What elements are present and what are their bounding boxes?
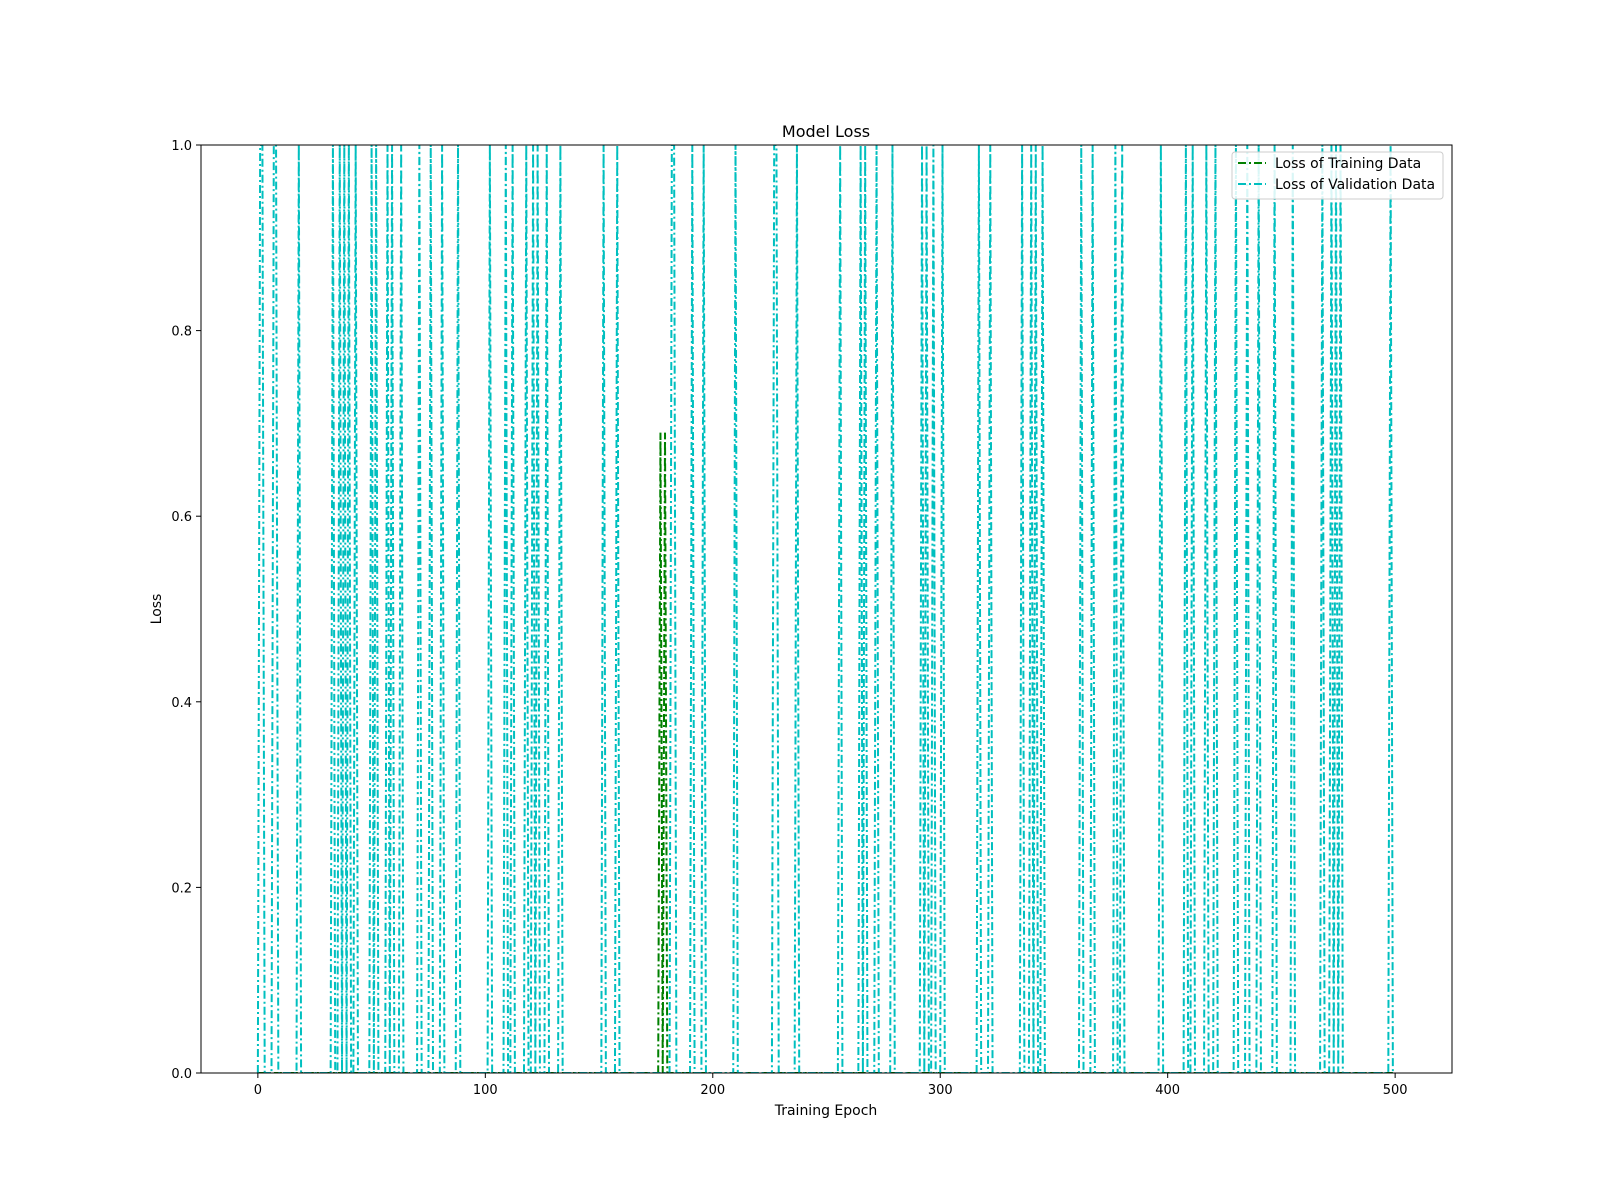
y-axis: 0.0 0.2 0.4 0.6 0.8 1.0: [171, 139, 201, 1082]
chart-title: Model Loss: [782, 122, 870, 141]
x-axis-title: Training Epoch: [774, 1103, 878, 1119]
x-tick-label: 400: [1155, 1083, 1180, 1098]
x-tick-label: 0: [254, 1083, 262, 1098]
y-tick-label: 0.0: [171, 1067, 192, 1082]
x-tick-label: 300: [928, 1083, 953, 1098]
y-tick-label: 1.0: [171, 139, 192, 154]
x-tick-label: 200: [700, 1083, 725, 1098]
y-tick-label: 0.8: [171, 325, 192, 340]
y-tick-label: 0.2: [171, 881, 192, 896]
legend-label-validation: Loss of Validation Data: [1275, 177, 1435, 193]
x-tick-label: 500: [1383, 1083, 1408, 1098]
plot-frame: [200, 144, 1453, 1074]
legend-label-training: Loss of Training Data: [1275, 156, 1421, 172]
y-tick-label: 0.4: [171, 696, 192, 711]
x-tick-label: 100: [473, 1083, 498, 1098]
legend-box: [1231, 151, 1444, 200]
x-axis: 0 100 200 300 400 500: [254, 1073, 1408, 1098]
y-tick-label: 0.6: [171, 510, 192, 525]
legend: Loss of Training Data Loss of Validation…: [1231, 151, 1444, 200]
y-axis-title: Loss: [149, 594, 165, 625]
